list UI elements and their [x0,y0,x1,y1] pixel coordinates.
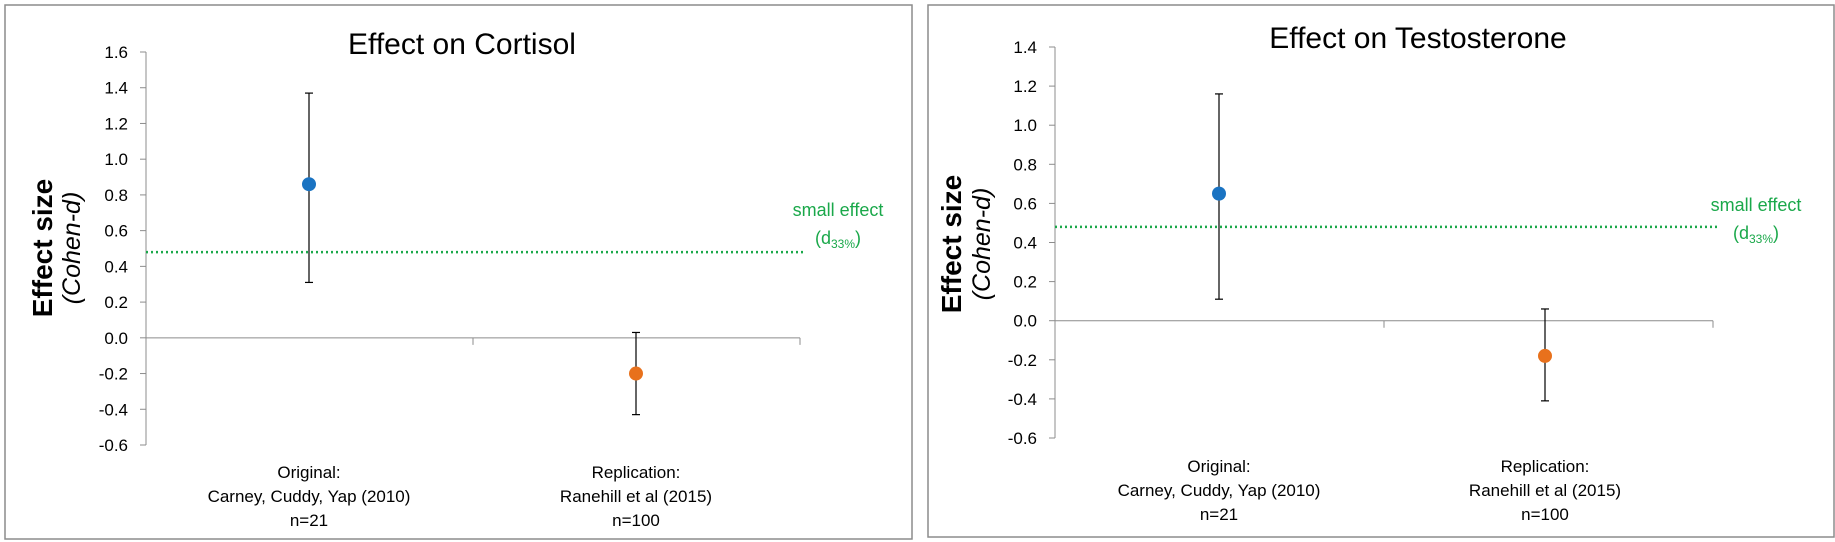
y-tick-label: 0.6 [104,222,128,241]
x-category-label: n=21 [1200,505,1238,524]
x-category-label: n=100 [612,511,660,530]
x-category-label: Original: [1187,457,1250,476]
y-tick-label: 1.2 [104,114,128,133]
y-tick-label: 1.4 [1013,38,1037,57]
y-tick-label: 1.2 [1013,77,1037,96]
y-tick-label: -0.4 [1008,390,1037,409]
y-tick-label: 1.6 [104,43,128,62]
small-effect-sublabel-end: ) [855,228,861,248]
small-effect-sublabel-main: (d [815,228,831,248]
y-tick-label: 0.2 [104,293,128,312]
y-tick-label: 0.4 [104,257,128,276]
x-category-label: Ranehill et al (2015) [1469,481,1621,500]
testosterone-chart: Effect on Testosterone 1.4 1.2 1.0 0.8 0.6 0.4… [927,4,1835,538]
chart-title: Effect on Testosterone [1269,22,1566,55]
x-category-label: Carney, Cuddy, Yap (2010) [208,487,411,506]
x-category-label: n=100 [1521,505,1569,524]
y-tick-label: 0.8 [1013,155,1037,174]
y-tick-label: 1.0 [1013,116,1037,135]
y-tick-label: 0.8 [104,186,128,205]
y-tick-label: -0.6 [1008,429,1037,448]
x-category-label: Carney, Cuddy, Yap (2010) [1118,481,1321,500]
y-tick-label: -0.2 [1008,351,1037,370]
y-axis-title: Effect size [27,179,58,318]
y-tick-label: 0.6 [1013,194,1037,213]
y-tick-label: 0.4 [1013,234,1037,253]
x-category-label: Ranehill et al (2015) [560,487,712,506]
small-effect-sublabel: (d33%) [815,228,861,251]
small-effect-sublabel-main: (d [1733,223,1749,243]
y-tick-label: 1.4 [104,79,128,98]
y-tick-label: 1.0 [104,150,128,169]
x-category-label: Replication: [592,463,681,482]
y-axis-title: Effect size [936,175,967,314]
small-effect-sublabel-end: ) [1773,223,1779,243]
y-tick-label: -0.4 [99,400,128,419]
small-effect-label: small effect [1711,195,1802,215]
cortisol-chart-panel: Effect on Cortisol 1.6 1.4 1.2 1.0 0.8 0.6 0.4 0… [0,0,915,542]
x-category-label: Original: [277,463,340,482]
y-tick-label: -0.6 [99,436,128,455]
chart-frame [4,4,913,540]
x-category-label: n=21 [290,511,328,530]
y-axis-subtitle: (Cohen-d) [58,192,86,305]
chart-frame [927,4,1835,538]
chart-title: Effect on Cortisol [348,28,576,61]
small-effect-sublabel-subscript: 33% [831,237,855,251]
testosterone-chart-panel: Effect on Testosterone 1.4 1.2 1.0 0.8 0.6 0.4… [923,0,1835,542]
y-tick-label: 0.0 [104,329,128,348]
data-point [1212,186,1226,201]
small-effect-sublabel: (d33%) [1733,223,1779,246]
small-effect-label: small effect [793,200,884,220]
y-tick-label: -0.2 [99,365,128,384]
data-point [629,366,643,381]
y-tick-label: 0.0 [1013,312,1037,331]
data-point [1538,348,1552,363]
x-category-label: Replication: [1501,457,1590,476]
small-effect-sublabel-subscript: 33% [1749,232,1773,246]
y-axis-subtitle: (Cohen-d) [968,188,996,301]
y-tick-label: 0.2 [1013,273,1037,292]
data-point [302,177,316,192]
cortisol-chart: Effect on Cortisol 1.6 1.4 1.2 1.0 0.8 0.6 0.4 0… [4,4,913,540]
